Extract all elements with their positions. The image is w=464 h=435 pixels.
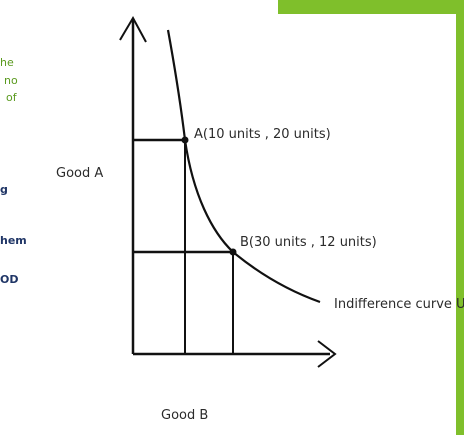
curve-label: Indifference curve U (334, 297, 464, 312)
left-fragment-navy-3: OD (0, 273, 19, 286)
point-b-marker (229, 248, 237, 256)
green-top-band (268, 0, 464, 14)
y-axis-label: Good A (56, 166, 103, 181)
left-fragment-green-1: he (0, 56, 14, 69)
y-axis-arrowhead (119, 15, 147, 43)
point-a-marker (181, 136, 189, 144)
left-fragment-green-3: of (6, 91, 17, 104)
point-a-label: A(10 units , 20 units) (194, 127, 331, 142)
left-fragment-green-2: no (4, 74, 18, 87)
x-axis-arrowhead (317, 340, 337, 368)
x-axis-label: Good B (161, 408, 208, 423)
indifference-curve (166, 29, 321, 304)
green-side-bar (456, 0, 464, 435)
left-fragment-navy-2: hem (0, 234, 27, 247)
top-notch (268, 0, 278, 14)
point-b-label: B(30 units , 12 units) (240, 235, 377, 250)
left-fragment-navy-1: g (0, 183, 8, 196)
